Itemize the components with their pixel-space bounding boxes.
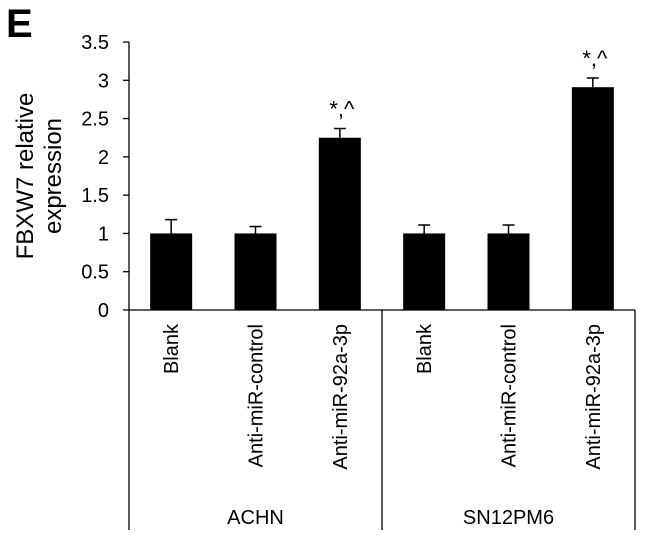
significance-marker: *,^: [582, 46, 608, 71]
bar: [403, 233, 446, 310]
y-tick-label: 3.5: [81, 32, 109, 54]
y-axis-label-line: FBXW7 relative: [12, 93, 39, 260]
annotations: *,^ *,^: [329, 46, 608, 122]
group-label: SN12PM6: [463, 507, 554, 529]
bars: [150, 87, 614, 310]
y-tick-label: 0: [98, 300, 109, 322]
category-label: Blank: [161, 323, 183, 374]
y-tick-label: 2: [98, 147, 109, 169]
category-label: Anti-miR-control: [499, 324, 521, 467]
category-label: Anti-miR-92a-3p: [583, 324, 605, 470]
bar: [571, 87, 614, 310]
y-axis-label-line: expression: [40, 118, 67, 234]
group-labels: ACHN SN12PM6: [227, 507, 554, 529]
bar: [487, 233, 530, 310]
group-label: ACHN: [227, 507, 284, 529]
bar: [318, 137, 361, 310]
y-tick-label: 1: [98, 223, 109, 245]
error-bars: [165, 77, 599, 234]
category-label: Anti-miR-92a-3p: [330, 324, 352, 470]
category-label: Blank: [414, 323, 436, 374]
y-axis-label: FBXW7 relative expression: [12, 93, 67, 260]
bar: [234, 233, 277, 310]
y-ticks: 0 0.5 1 1.5 2 2.5 3 3.5: [81, 32, 129, 322]
y-tick-label: 2.5: [81, 109, 109, 131]
axes: [128, 42, 636, 530]
panel-letter: E: [6, 2, 33, 46]
y-tick-label: 1.5: [81, 185, 109, 207]
significance-marker: *,^: [329, 97, 355, 122]
bar: [150, 233, 193, 310]
category-label: Anti-miR-control: [246, 324, 268, 467]
y-tick-label: 0.5: [81, 262, 109, 284]
category-labels: Blank Anti-miR-control Anti-miR-92a-3p Blan…: [161, 323, 605, 470]
y-tick-label: 3: [98, 70, 109, 92]
